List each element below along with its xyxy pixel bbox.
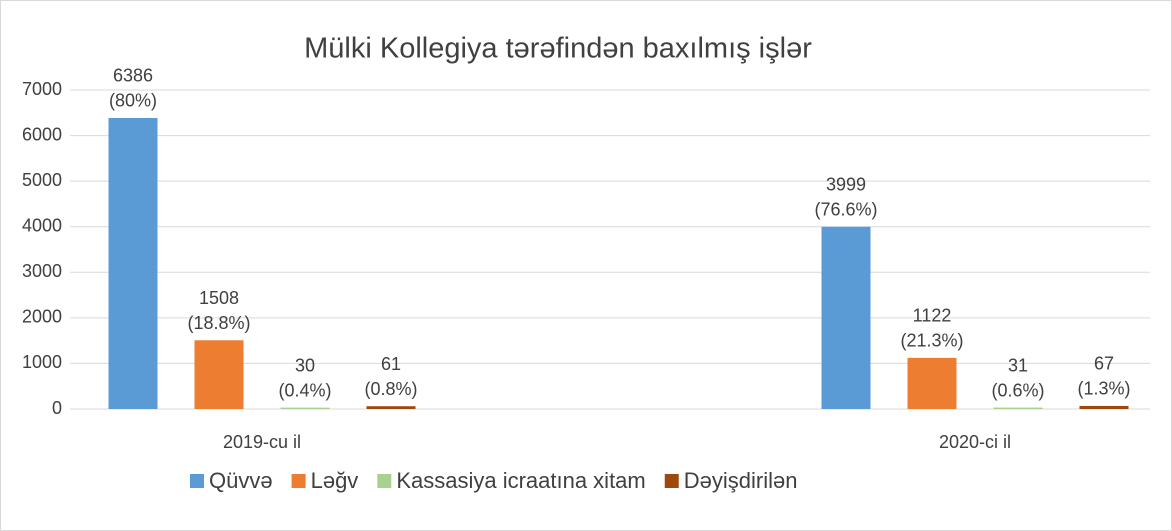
bar [108,117,158,409]
bar [907,357,957,409]
legend-label: Ləğv [311,468,359,493]
data-label: 6386 [113,66,153,86]
y-tick-label: 7000 [22,79,62,99]
data-label: 31 [1008,355,1028,375]
bar [821,226,871,409]
percent-label: (80%) [109,91,157,111]
data-label: 1122 [913,306,952,326]
legend-label: Dəyişdirilən [684,468,798,493]
legend-swatch [291,474,306,488]
data-label: 1508 [199,288,239,308]
percent-label: (18.8%) [187,313,250,333]
bar [280,407,330,409]
y-tick-label: 1000 [22,352,62,372]
y-tick-label: 3000 [22,261,62,281]
percent-label: (1.3%) [1077,379,1130,399]
x-tick-label: 2019-cu il [223,432,301,452]
data-label: 61 [381,354,401,374]
bar [993,407,1043,409]
data-label: 3999 [826,175,866,195]
bar [366,406,416,409]
legend-label: Kassasiya icraatına xitam [396,468,645,493]
legend-swatch [377,474,392,488]
y-tick-label: 6000 [22,124,62,144]
percent-label: (0.4%) [278,380,331,400]
y-tick-label: 0 [52,398,62,418]
legend-swatch [664,474,679,488]
data-label: 30 [295,355,315,375]
percent-label: (21.3%) [900,331,963,351]
x-tick-label: 2020-ci il [939,432,1011,452]
percent-label: (76.6%) [814,200,877,220]
percent-label: (0.6%) [991,380,1044,400]
percent-label: (0.8%) [364,379,417,399]
data-label: 67 [1094,354,1114,374]
y-tick-label: 2000 [22,307,62,327]
y-tick-label: 5000 [22,170,62,190]
bar [194,340,244,409]
legend-label: Qüvvə [209,468,273,493]
bar [1079,405,1129,409]
y-tick-label: 4000 [22,215,62,235]
chart-title: Mülki Kollegiya tərəfindən baxılmış işlə… [304,33,812,65]
legend-swatch [190,474,204,488]
